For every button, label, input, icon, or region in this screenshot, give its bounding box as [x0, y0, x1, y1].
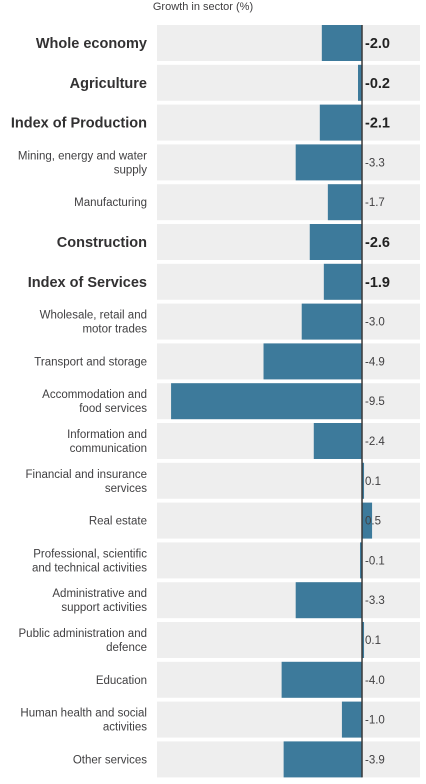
- row-background: [157, 25, 420, 61]
- bar: [341, 701, 363, 738]
- row-background: [157, 64, 420, 101]
- bar: [295, 144, 363, 181]
- bar: [358, 64, 363, 101]
- value-label: -1.7: [365, 197, 385, 209]
- category-label: Administrative and: [52, 588, 147, 600]
- bar: [301, 303, 363, 340]
- value-label: -2.4: [365, 436, 385, 448]
- bar: [283, 741, 363, 778]
- category-label: Index of Services: [28, 275, 147, 291]
- row-background: [157, 224, 420, 260]
- category-label: Education: [96, 675, 147, 687]
- category-label: and technical activities: [32, 562, 147, 574]
- category-label: supply: [114, 164, 147, 176]
- category-label: Agriculture: [70, 76, 147, 92]
- value-label: -0.2: [365, 76, 390, 92]
- row-background: [157, 622, 420, 658]
- row-background: [157, 184, 420, 221]
- bar: [362, 462, 365, 499]
- bar: [295, 582, 363, 619]
- bar: [362, 502, 373, 539]
- value-label: -2.0: [365, 36, 390, 52]
- category-label: Accommodation and: [42, 389, 147, 401]
- category-label: Information and: [67, 429, 147, 441]
- value-label: -3.9: [365, 754, 385, 766]
- row-background: [157, 423, 420, 459]
- bar: [362, 622, 365, 658]
- axis-title: Growth in sector (%): [153, 1, 253, 13]
- row-background: [157, 462, 420, 499]
- category-label: Public administration and: [19, 628, 148, 640]
- row-background: [157, 303, 420, 340]
- row-background: [157, 542, 420, 579]
- value-label: -2.6: [365, 235, 390, 251]
- category-label: services: [105, 483, 147, 495]
- category-label: Whole economy: [36, 36, 147, 52]
- bar: [319, 104, 363, 141]
- bar: [360, 542, 363, 579]
- category-label: Wholesale, retail and: [40, 310, 147, 322]
- value-label: -1.0: [365, 715, 385, 727]
- bar: [327, 184, 363, 221]
- row-background: [157, 582, 420, 619]
- bar: [281, 661, 363, 698]
- value-label: -4.9: [365, 356, 385, 368]
- value-label: -2.1: [365, 116, 390, 132]
- value-label: -4.0: [365, 675, 385, 687]
- value-label: 0.1: [365, 476, 381, 488]
- bar: [323, 263, 363, 300]
- category-label: Professional, scientific: [33, 548, 147, 560]
- category-label: Real estate: [89, 516, 147, 528]
- value-label: -3.3: [365, 157, 385, 169]
- value-label: -3.3: [365, 595, 385, 607]
- category-label: communication: [70, 443, 147, 455]
- value-label: -3.0: [365, 317, 385, 329]
- row-background: [157, 502, 420, 539]
- value-label: -1.9: [365, 275, 390, 291]
- category-label: support activities: [61, 602, 147, 614]
- value-label: 0.5: [365, 516, 381, 528]
- bar: [313, 423, 363, 459]
- category-label: Other services: [73, 754, 147, 766]
- value-label: -9.5: [365, 396, 385, 408]
- category-label: Mining, energy and water: [18, 150, 147, 162]
- bar: [321, 25, 363, 61]
- category-label: Manufacturing: [74, 197, 147, 209]
- category-label: food services: [79, 403, 147, 415]
- bar: [309, 224, 363, 260]
- category-label: activities: [103, 722, 147, 734]
- category-label: Index of Production: [11, 116, 147, 132]
- bar: [263, 343, 363, 380]
- row-background: [157, 104, 420, 141]
- category-label: motor trades: [82, 324, 147, 336]
- bar: [171, 383, 363, 420]
- category-label: Transport and storage: [34, 356, 147, 368]
- category-label: defence: [106, 642, 147, 654]
- category-label: Construction: [57, 235, 147, 251]
- value-label: -0.1: [365, 555, 385, 567]
- row-background: [157, 144, 420, 181]
- row-background: [157, 701, 420, 738]
- category-label: Financial and insurance: [26, 469, 147, 481]
- row-background: [157, 263, 420, 300]
- value-label: 0.1: [365, 635, 381, 647]
- category-label: Human health and social: [20, 708, 147, 720]
